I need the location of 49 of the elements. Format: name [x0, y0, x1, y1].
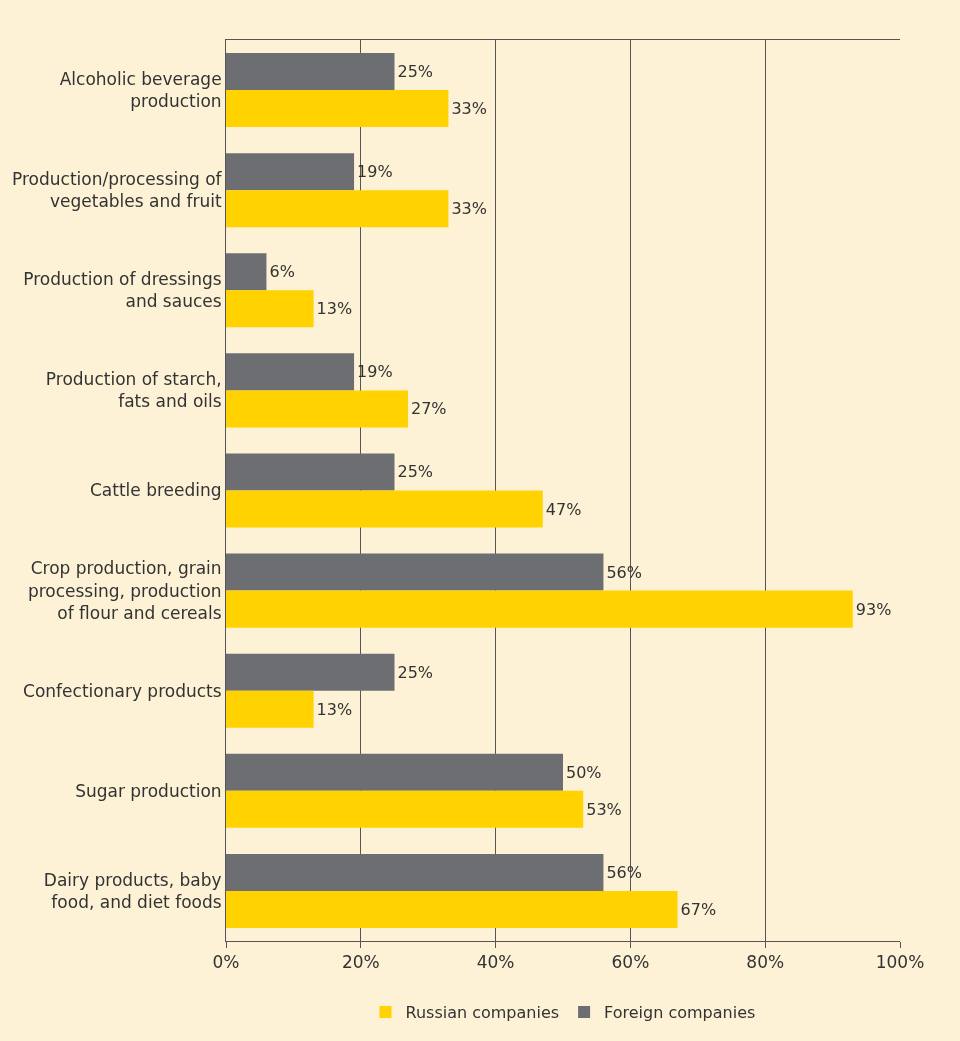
- y-tick-label: Sugar production: [75, 780, 222, 801]
- bar: [226, 653, 395, 691]
- bar: [226, 153, 355, 191]
- bar: [226, 690, 314, 728]
- y-tick-label: Dairy products, baby food, and diet foods: [43, 869, 222, 912]
- data-label: 13%: [316, 699, 353, 719]
- bar: [226, 790, 584, 828]
- data-label: 53%: [586, 799, 622, 819]
- y-tick-label: Production/processing of vegetables and fruit: [12, 169, 223, 212]
- bar: [226, 753, 563, 791]
- data-label: 93%: [855, 599, 892, 619]
- data-label: 33%: [451, 199, 487, 219]
- bar: [226, 890, 678, 928]
- legend-label: Foreign companies: [604, 1003, 756, 1023]
- bar: [226, 490, 543, 528]
- y-tick-label: Production of starch, fats and oils: [45, 369, 222, 412]
- x-tick-label: 0%: [212, 952, 240, 973]
- bar: [226, 290, 314, 328]
- x-tick-label: 100%: [875, 952, 925, 973]
- bar: [226, 353, 355, 391]
- legend-label: Russian companies: [405, 1003, 560, 1023]
- data-label: 25%: [397, 662, 434, 682]
- bar: [226, 253, 267, 291]
- bar: [226, 853, 604, 891]
- data-label: 25%: [397, 62, 434, 82]
- bar: [226, 190, 449, 228]
- data-label: 6%: [269, 262, 295, 282]
- bar: [226, 590, 853, 628]
- data-label: 27%: [410, 399, 447, 419]
- x-tick-label: 80%: [746, 952, 785, 973]
- data-label: 67%: [680, 899, 717, 919]
- x-tick-label: 40%: [476, 952, 515, 973]
- y-tick-label: Cattle breeding: [89, 480, 222, 501]
- x-tick-label: 20%: [341, 952, 380, 973]
- y-tick-label: Crop production, grain processing, production of flour and cereals: [27, 558, 222, 623]
- data-label: 33%: [451, 99, 487, 119]
- y-tick-label: Confectionary products: [23, 680, 222, 701]
- bar: [226, 453, 395, 491]
- bar: [226, 90, 449, 128]
- x-tick-label: 60%: [611, 952, 650, 973]
- data-label: 13%: [316, 299, 353, 319]
- bar: [226, 53, 395, 91]
- data-label: 50%: [566, 762, 602, 782]
- data-label: 47%: [545, 499, 582, 519]
- y-tick-label: Alcoholic beverage production: [59, 68, 222, 112]
- y-tick-label: Production of dressings and sauces: [23, 269, 222, 312]
- bar: [226, 553, 604, 591]
- bar: [226, 390, 408, 428]
- data-label: 25%: [397, 462, 434, 482]
